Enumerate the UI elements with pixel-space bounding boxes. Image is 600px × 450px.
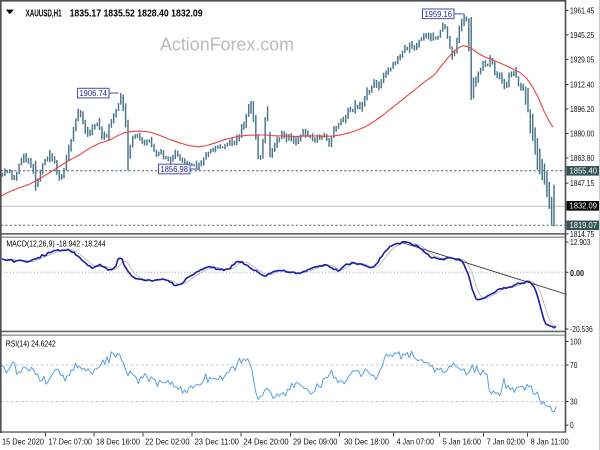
- svg-text:1847.15: 1847.15: [570, 179, 595, 188]
- svg-text:1814.75: 1814.75: [570, 230, 595, 239]
- svg-text:-20.536: -20.536: [570, 325, 593, 334]
- svg-text:30: 30: [570, 397, 578, 406]
- svg-text:1906.74: 1906.74: [79, 88, 107, 98]
- svg-text:1855.40: 1855.40: [570, 167, 598, 176]
- svg-text:23 Dec 11:00: 23 Dec 11:00: [195, 437, 240, 446]
- svg-text:5 Jan 16:00: 5 Jan 16:00: [443, 437, 482, 446]
- svg-text:15 Dec 2020: 15 Dec 2020: [2, 437, 44, 446]
- svg-text:1929.05: 1929.05: [570, 55, 595, 64]
- svg-text:1819.07: 1819.07: [570, 221, 598, 230]
- svg-text:0.00: 0.00: [570, 269, 584, 278]
- svg-text:XAUUSD,H1: XAUUSD,H1: [26, 8, 62, 19]
- svg-text:70: 70: [570, 361, 578, 370]
- svg-text:MACD(12,26,9) -18.942 -18.244: MACD(12,26,9) -18.942 -18.244: [6, 239, 106, 248]
- svg-text:1945.25: 1945.25: [570, 31, 595, 40]
- svg-text:1863.80: 1863.80: [570, 154, 595, 163]
- svg-text:18 Dec 16:00: 18 Dec 16:00: [96, 437, 140, 446]
- svg-text:1880.00: 1880.00: [570, 129, 595, 138]
- svg-text:0: 0: [570, 421, 574, 430]
- svg-text:7 Jan 02:00: 7 Jan 02:00: [487, 437, 526, 446]
- svg-text:12.903: 12.903: [570, 238, 591, 247]
- svg-text:1912.40: 1912.40: [570, 80, 595, 89]
- svg-text:RSI(14) 24.6242: RSI(14) 24.6242: [6, 339, 56, 348]
- svg-text:8 Jan 11:00: 8 Jan 11:00: [531, 437, 570, 446]
- svg-text:1961.45: 1961.45: [570, 6, 595, 15]
- svg-text:1856.98: 1856.98: [160, 164, 188, 174]
- svg-text:1959.16: 1959.16: [424, 9, 452, 19]
- svg-text:1835.17 1835.52 1828.40 1832.0: 1835.17 1835.52 1828.40 1832.09: [70, 8, 204, 19]
- svg-text:30 Dec 18:00: 30 Dec 18:00: [344, 437, 389, 446]
- svg-text:29 Dec 09:00: 29 Dec 09:00: [293, 437, 338, 446]
- svg-text:1832.09: 1832.09: [570, 202, 598, 211]
- svg-text:17 Dec 07:00: 17 Dec 07:00: [49, 437, 93, 446]
- svg-text:4 Jan 07:00: 4 Jan 07:00: [397, 437, 435, 446]
- svg-text:ActionForex.com: ActionForex.com: [160, 34, 294, 55]
- svg-text:100: 100: [570, 337, 582, 346]
- svg-text:24 Dec 20:00: 24 Dec 20:00: [244, 437, 290, 446]
- svg-text:1896.20: 1896.20: [570, 105, 595, 114]
- svg-text:22 Dec 02:00: 22 Dec 02:00: [145, 437, 190, 446]
